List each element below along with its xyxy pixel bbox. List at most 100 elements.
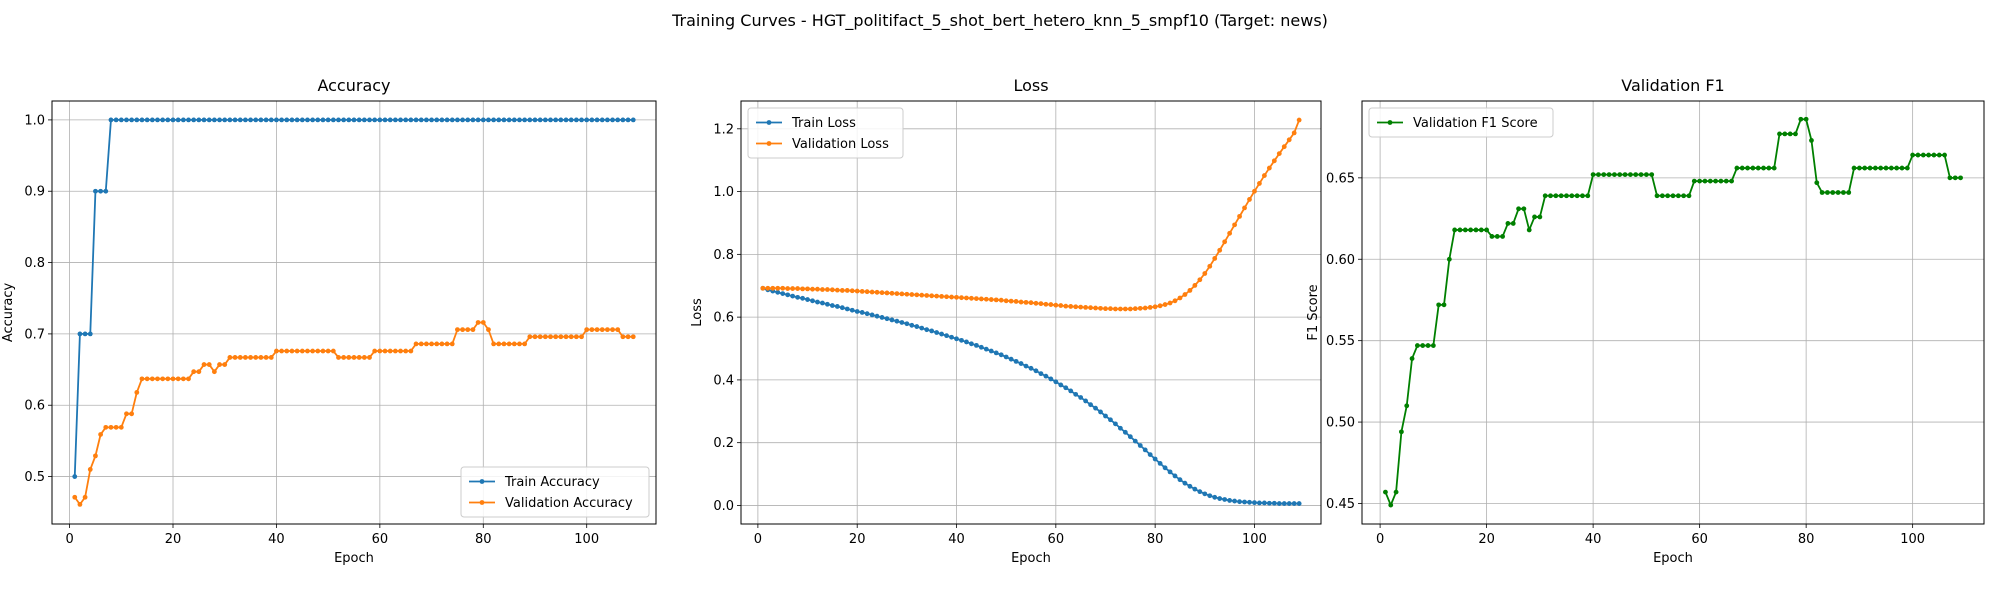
accuracy-train-accuracy-point [367, 117, 372, 123]
accuracy-x-tick-label: 0 [65, 532, 73, 547]
validation-f1-validation-f1-score-point [1809, 138, 1814, 143]
accuracy-train-accuracy-point [491, 117, 497, 123]
validation-f1-validation-f1-score-point [1404, 403, 1410, 409]
validation-f1-x-tick-label: 60 [1691, 532, 1708, 547]
accuracy-train-accuracy-point [475, 117, 481, 123]
accuracy-train-accuracy-point [501, 117, 507, 123]
accuracy-x-tick-label: 40 [268, 532, 285, 547]
accuracy-train-accuracy-point [372, 117, 378, 123]
accuracy-x-tick-label: 20 [165, 532, 182, 547]
validation-f1-validation-f1-score-point [1761, 165, 1766, 171]
loss-validation-loss-point [1073, 304, 1079, 310]
accuracy-validation-accuracy-point [315, 348, 321, 354]
validation-f1-validation-f1-score-point [1777, 131, 1782, 137]
accuracy-plot-area [52, 101, 656, 524]
loss-train-loss-point [775, 289, 781, 295]
loss-y-tick-label: 0.4 [713, 373, 734, 388]
loss-train-loss-point [1073, 391, 1079, 397]
validation-f1-validation-f1-score-point [1702, 178, 1708, 184]
loss-validation-loss-point [1177, 295, 1183, 301]
loss-validation-loss-point [829, 287, 835, 293]
validation-f1-axes-frame [1361, 100, 1985, 525]
loss-validation-loss-point [1083, 305, 1089, 310]
loss-train-loss-point [993, 350, 999, 356]
accuracy-validation-accuracy-point [434, 341, 440, 347]
accuracy-train-accuracy-point [568, 117, 574, 123]
validation-f1-validation-f1-score-point [1601, 172, 1607, 177]
validation-f1-x-tick-label: 0 [1376, 532, 1384, 547]
accuracy-train-accuracy-point [403, 117, 409, 123]
accuracy-train-accuracy-point [610, 117, 615, 123]
loss-validation-loss-point [1043, 301, 1049, 307]
loss-validation-loss-point [983, 296, 989, 302]
accuracy-train-accuracy-point [144, 117, 150, 123]
accuracy-validation-accuracy-point [175, 376, 181, 382]
accuracy-validation-accuracy-point [361, 355, 367, 360]
loss-train-loss-point [1038, 371, 1044, 377]
loss-validation-loss-point [1048, 302, 1054, 307]
loss-train-loss-point [939, 331, 945, 337]
accuracy-train-accuracy-point [139, 117, 145, 123]
loss-train-loss-point [914, 324, 920, 329]
loss-train-loss-point [1008, 356, 1014, 362]
loss-train-loss-point [909, 322, 915, 328]
loss-train-loss-point [944, 333, 949, 339]
accuracy-validation-accuracy-point [465, 327, 471, 333]
loss-validation-loss-point [1063, 303, 1069, 309]
loss-train-loss-point [1068, 388, 1074, 394]
validation-f1-validation-f1-score-point [1782, 131, 1788, 137]
validation-f1-validation-f1-score-point [1659, 193, 1665, 199]
loss-validation-loss-point [1242, 205, 1247, 211]
accuracy-train-accuracy-point [320, 117, 326, 123]
accuracy-train-accuracy-point [206, 117, 212, 123]
accuracy-validation-accuracy-point [486, 327, 491, 333]
accuracy-train-accuracy-point [517, 117, 522, 123]
validation-f1-validation-f1-score-point [1739, 165, 1745, 171]
accuracy-validation-accuracy-point [180, 376, 186, 382]
loss-y-tick-label: 1.0 [713, 185, 734, 200]
validation-f1-y-tick-label: 0.65 [1326, 171, 1355, 186]
loss-train-loss-point [884, 316, 890, 322]
accuracy-validation-accuracy-point [584, 327, 590, 333]
accuracy-train-accuracy-point [599, 117, 605, 123]
loss-validation-loss-point [1137, 305, 1143, 311]
accuracy-train-accuracy-point [180, 117, 186, 123]
validation-f1-validation-f1-score-point [1947, 175, 1953, 181]
loss-title: Loss [1013, 76, 1048, 95]
loss-validation-loss-point [1038, 301, 1044, 307]
validation-f1-validation-f1-score-legend-label: Validation F1 Score [1413, 116, 1538, 131]
loss-validation-loss-point [909, 292, 915, 297]
validation-f1-validation-f1-score-point [1830, 190, 1836, 195]
accuracy-train-accuracy-point [170, 117, 176, 123]
accuracy-validation-accuracy-point [284, 348, 290, 354]
validation-f1-validation-f1-score-point [1958, 175, 1963, 181]
accuracy-x-axis-label: Epoch [334, 551, 374, 566]
loss-validation-loss-point [1167, 300, 1173, 306]
accuracy-train-accuracy-point [289, 117, 295, 123]
loss-validation-loss-point [874, 289, 880, 295]
accuracy-validation-accuracy-point [118, 424, 124, 430]
loss-validation-loss-point [1266, 165, 1272, 171]
loss-validation-loss-point [969, 295, 974, 301]
loss-x-tick-label: 80 [1147, 532, 1164, 547]
accuracy-train-accuracy-point [98, 188, 104, 194]
loss-train-loss-point [954, 336, 959, 342]
accuracy-validation-accuracy-point [294, 348, 300, 354]
loss-validation-loss-point [1232, 222, 1237, 228]
loss-validation-loss-point [1068, 304, 1074, 309]
loss-train-loss-point [825, 301, 830, 307]
accuracy-train-accuracy-point [392, 117, 398, 123]
loss-train-loss-point [785, 292, 791, 298]
validation-f1-validation-f1-score-point [1388, 502, 1394, 508]
validation-f1-validation-f1-score-point [1745, 165, 1750, 171]
validation-f1-validation-f1-score-point [1755, 165, 1761, 171]
validation-f1-validation-f1-score-point [1899, 165, 1905, 171]
accuracy-train-accuracy-point [310, 117, 316, 123]
loss-validation-loss-point [1286, 137, 1292, 143]
loss-validation-loss-point [864, 289, 870, 295]
loss-validation-loss-point [839, 288, 845, 293]
loss-train-loss-point [800, 295, 805, 301]
loss-train-loss-point [949, 334, 954, 340]
validation-f1-validation-f1-score-point [1654, 193, 1660, 199]
